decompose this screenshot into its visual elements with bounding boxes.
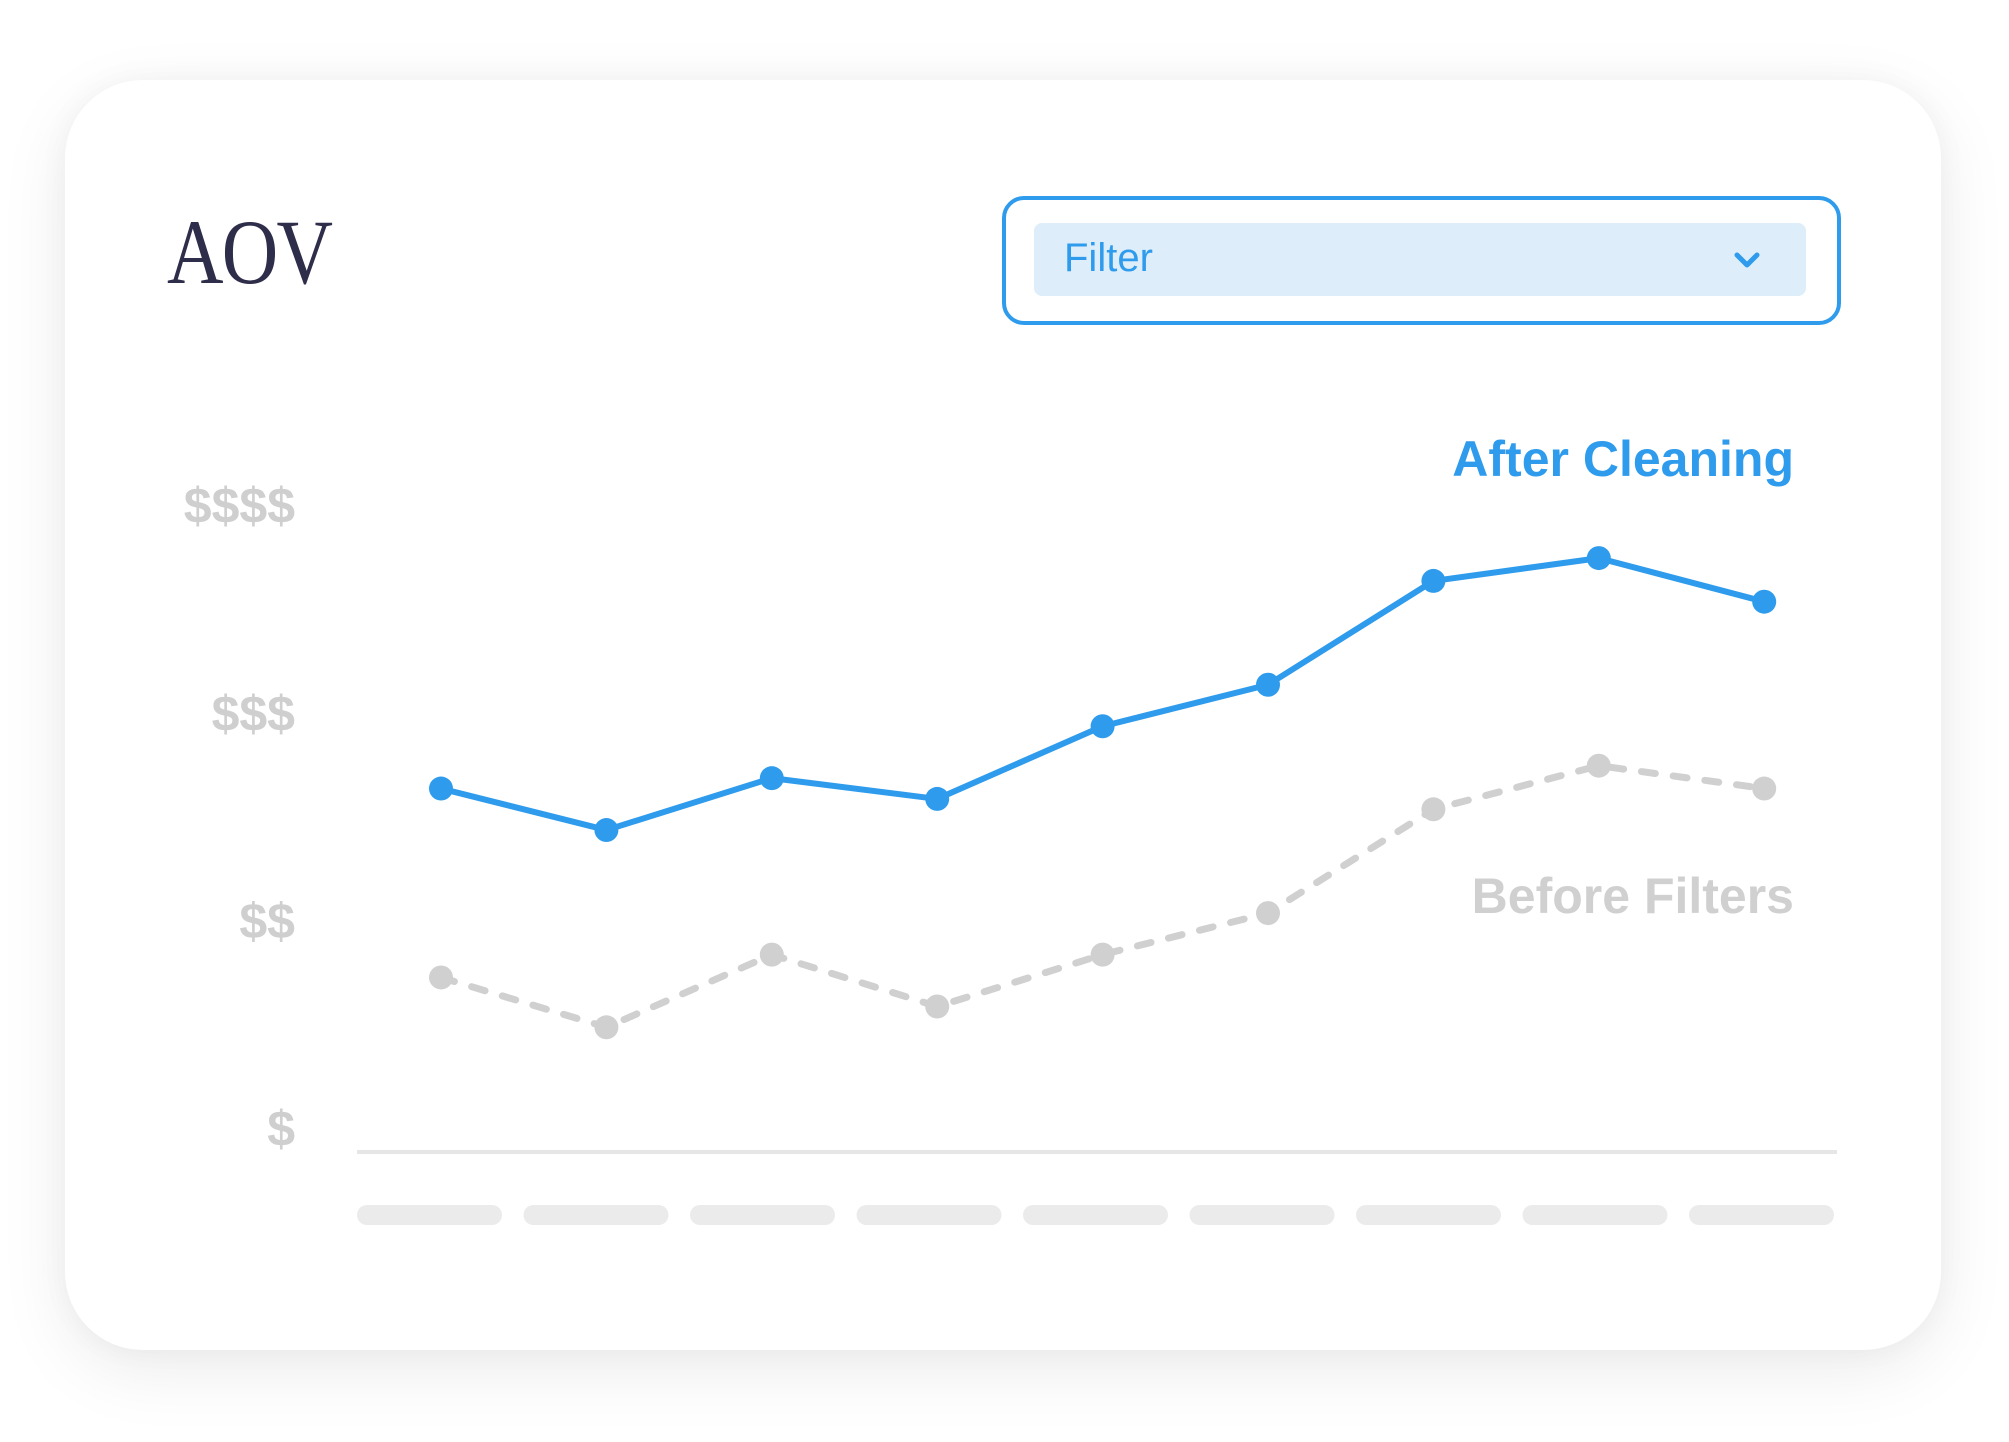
y-tick-label: $$$: [212, 686, 296, 742]
x-tick-label-placeholder: [1189, 1205, 1335, 1225]
series-label-after-cleaning: After Cleaning: [1452, 431, 1794, 487]
data-point: [429, 965, 453, 990]
data-point: [925, 786, 950, 811]
x-tick-label-placeholder: [1356, 1205, 1501, 1225]
data-point: [925, 994, 950, 1019]
data-point: [1421, 797, 1446, 822]
data-point: [1256, 901, 1280, 926]
x-tick-label-placeholder: [1023, 1205, 1168, 1225]
data-point: [759, 942, 784, 967]
x-tick-label-placeholder: [523, 1205, 669, 1225]
data-point: [759, 766, 784, 791]
series-label-before-filters: Before Filters: [1472, 868, 1794, 924]
data-point: [1586, 753, 1611, 778]
chart-title: AOV: [167, 201, 333, 303]
data-point: [1586, 546, 1611, 571]
data-point: [1256, 672, 1280, 697]
data-point: [1752, 776, 1777, 801]
data-point: [1421, 568, 1446, 593]
y-tick-label: $$: [239, 893, 295, 949]
filter-dropdown[interactable]: Filter: [1002, 196, 1841, 325]
series-line-before-filters: [437, 762, 1768, 1031]
data-point: [594, 1015, 619, 1040]
y-tick-label: $$$$: [184, 478, 295, 534]
x-tick-label-placeholder: [1689, 1205, 1834, 1225]
y-tick-label: $: [267, 1101, 295, 1157]
filter-select[interactable]: Filter: [1034, 223, 1806, 296]
data-point: [429, 776, 453, 801]
x-tick-label-placeholder: [357, 1205, 502, 1225]
data-point: [1090, 942, 1115, 967]
data-point: [1752, 589, 1777, 614]
chevron-down-icon[interactable]: [1732, 245, 1762, 275]
series-line-after-cleaning: [438, 555, 1768, 834]
data-point: [1090, 714, 1115, 739]
data-point: [594, 818, 619, 843]
filter-label: Filter: [1064, 236, 1153, 280]
x-tick-label-placeholder: [856, 1205, 1002, 1225]
x-tick-label-placeholder: [1522, 1205, 1668, 1225]
x-tick-label-placeholder: [690, 1205, 835, 1225]
